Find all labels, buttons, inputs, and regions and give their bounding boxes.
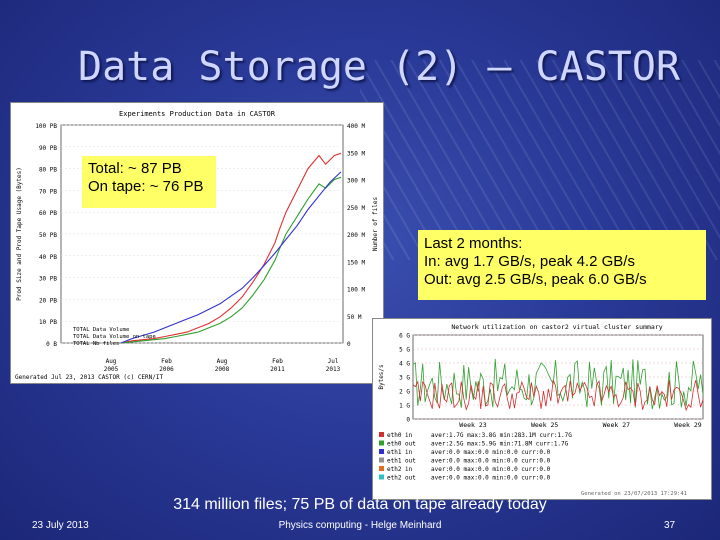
storage-y2-tick: 250 M (347, 205, 365, 212)
footer-center: Physics computing - Helge Meinhard (278, 520, 442, 531)
storage-x-tick-year: 2008 (215, 366, 230, 373)
storage-series-1 (120, 152, 342, 344)
network-x-tick: Week 25 (531, 421, 558, 429)
storage-x-tick-month: Feb (161, 358, 172, 365)
network-legend-swatch (379, 466, 384, 471)
network-legend-name: eth0 in (387, 432, 413, 439)
storage-y2-tick: 350 M (347, 150, 365, 157)
storage-y-tick: 50 PB (39, 232, 57, 239)
network-y-tick: 3 G (399, 375, 410, 382)
network-y-tick: 5 G (399, 347, 410, 354)
slide-summary: 314 million files; 75 PB of data on tape… (173, 496, 547, 513)
network-chart-title: Network utilization on castor2 virtual c… (451, 323, 662, 331)
storage-x-tick-month: Jul (328, 358, 339, 365)
network-y-tick: 6 G (399, 333, 410, 340)
network-legend-stats: aver:0.0 max:0.0 min:0.0 curr:0.0 (431, 449, 551, 456)
storage-y2-tick: 200 M (347, 232, 365, 239)
storage-chart-footer: Generated Jul 23, 2013 CASTOR (c) CERN/I… (15, 374, 163, 381)
storage-x-tick-month: Aug (106, 358, 117, 365)
network-legend-stats: aver:1.7G max:3.8G min:283.1M curr:1.7G (431, 432, 572, 439)
network-legend-stats: aver:0.0 max:0.0 min:0.0 curr:0.0 (431, 458, 551, 465)
network-x-tick: Week 29 (674, 421, 701, 429)
storage-x-tick-year: 2006 (159, 366, 174, 373)
network-legend-stats: aver:0.0 max:0.0 min:0.0 curr:0.0 (431, 475, 551, 482)
footer-date: 23 July 2013 (32, 520, 89, 531)
network-callout-line-2: In: avg 1.7 GB/s, peak 4.2 GB/s (424, 253, 635, 270)
storage-y-tick: 30 PB (39, 276, 57, 283)
network-series-eth0-out (412, 358, 704, 410)
storage-y-tick: 90 PB (39, 145, 57, 152)
storage-y-tick: 100 PB (35, 123, 57, 130)
network-chart: Network utilization on castor2 virtual c… (378, 323, 704, 497)
storage-y-tick: 80 PB (39, 167, 57, 174)
network-legend-name: eth0 out (387, 441, 416, 448)
storage-x-tick-year: 2013 (326, 366, 341, 373)
storage-x-tick-year: 2005 (104, 366, 119, 373)
storage-y2-tick: 50 M (347, 314, 362, 321)
storage-y-tick: 60 PB (39, 210, 57, 217)
total-callout-line-1: Total: ~ 87 PB (88, 160, 182, 177)
network-callout-line-1: Last 2 months: (424, 235, 523, 252)
storage-legend-item: TOTAL Nb files (73, 341, 119, 347)
network-legend-name: eth1 in (387, 449, 413, 456)
storage-y-label: Prod Size and Prod Tape Usage (Bytes) (16, 167, 23, 301)
storage-chart-title: Experiments Production Data in CASTOR (119, 110, 276, 118)
network-y-label: Bytes/s (378, 364, 385, 390)
storage-x-tick-month: Aug (217, 358, 228, 365)
slide-title: Data Storage (2) – CASTOR (78, 44, 681, 90)
storage-y2-tick: 150 M (347, 259, 365, 266)
storage-y-tick: 10 PB (39, 319, 57, 326)
storage-legend-item: TOTAL Data Volume on tape (73, 334, 156, 340)
network-legend-name: eth2 out (387, 475, 416, 482)
network-callout: Last 2 months: In: avg 1.7 GB/s, peak 4.… (418, 230, 706, 300)
network-legend-swatch (379, 432, 384, 437)
storage-series-2 (120, 176, 342, 344)
storage-y-tick: 0 B (46, 341, 57, 348)
total-callout: Total: ~ 87 PB On tape: ~ 76 PB (82, 156, 216, 208)
storage-series-3 (120, 171, 342, 344)
storage-y-tick: 20 PB (39, 297, 57, 304)
page-number: 37 (664, 520, 676, 531)
total-callout-line-2: On tape: ~ 76 PB (88, 178, 204, 195)
storage-x-tick-month: Feb (272, 358, 283, 365)
network-y-tick: 4 G (399, 361, 410, 368)
storage-y2-tick: 100 M (347, 287, 365, 294)
network-legend-name: eth1 out (387, 458, 416, 465)
storage-y2-tick: 0 (347, 341, 351, 348)
network-legend-swatch (379, 457, 384, 463)
background-pattern (360, 60, 720, 260)
storage-chart: Experiments Production Data in CASTOR 100… (15, 110, 379, 381)
network-y-tick: 0 (406, 417, 410, 424)
storage-y2-tick: 400 M (347, 123, 365, 130)
storage-y2-tick: 300 M (347, 178, 365, 185)
network-y-tick: 2 G (399, 389, 410, 396)
network-legend-swatch (379, 474, 384, 480)
storage-y-tick: 40 PB (39, 254, 57, 261)
network-legend-swatch (379, 440, 384, 446)
network-legend-stats: aver:0.0 max:0.0 min:0.0 curr:0.0 (431, 466, 551, 473)
storage-x-tick-year: 2011 (270, 366, 285, 373)
network-x-tick: Week 23 (459, 421, 486, 429)
storage-legend-item: TOTAL Data Volume (73, 327, 129, 333)
network-chart-panel: Network utilization on castor2 virtual c… (372, 318, 712, 500)
network-callout-line-3: Out: avg 2.5 GB/s, peak 6.0 GB/s (424, 271, 647, 288)
network-legend-swatch (379, 449, 384, 454)
network-chart-footer: Generated on 23/07/2013 17:29:41 (581, 491, 687, 497)
storage-y-tick: 70 PB (39, 188, 57, 195)
storage-y2-label: Number of files (372, 197, 379, 252)
network-y-tick: 1 G (399, 403, 410, 410)
network-legend-stats: aver:2.5G max:5.9G min:71.8M curr:1.7G (431, 441, 569, 448)
network-legend-name: eth2 in (387, 466, 413, 473)
network-x-tick: Week 27 (603, 421, 630, 429)
storage-chart-panel: Experiments Production Data in CASTOR 100… (10, 102, 384, 384)
network-series-eth0-in (412, 379, 704, 412)
